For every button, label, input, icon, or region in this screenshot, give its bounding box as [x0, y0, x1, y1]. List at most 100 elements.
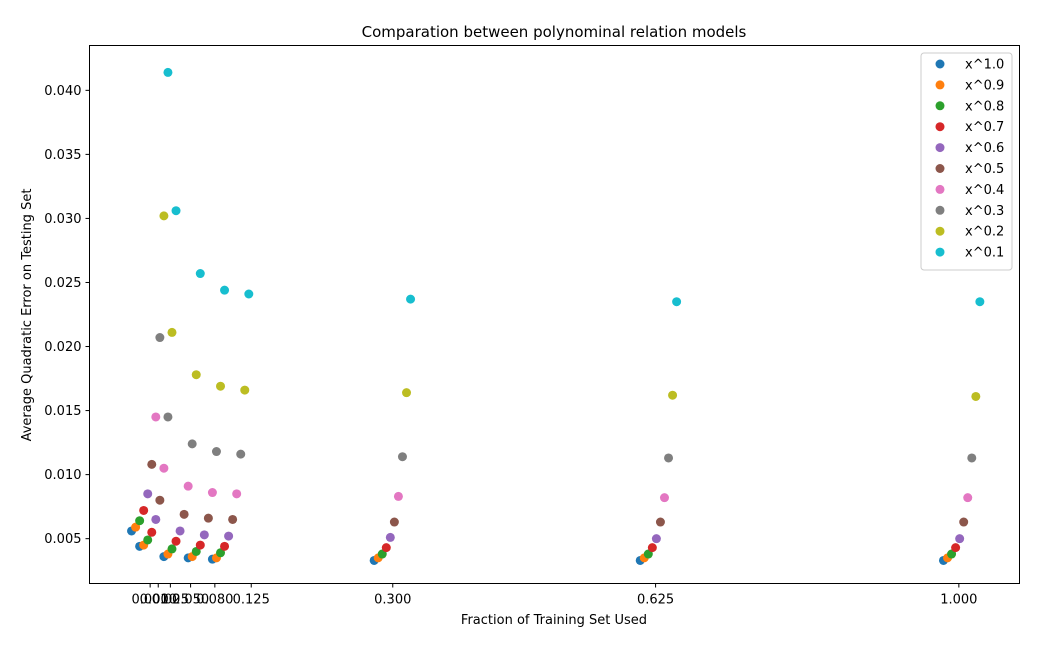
data-point-4-3 [199, 530, 209, 540]
y-tick-label-4: 0.025 [44, 276, 81, 291]
legend-label-9: x^0.1 [965, 246, 1004, 261]
data-point-9-0 [163, 67, 173, 77]
legend-marker-6 [935, 184, 945, 194]
x-tick-label-6: 0.300 [374, 593, 411, 608]
data-point-7-4 [236, 449, 246, 459]
y-axis: 0.005 0.010 0.015 0.020 0.025 0.030 0.035 0.040 [44, 84, 90, 547]
y-tick-label-3: 0.020 [44, 340, 81, 355]
data-point-8-4 [240, 385, 250, 395]
series-x^0.9 [131, 522, 953, 563]
data-point-5-6 [655, 517, 665, 527]
data-point-5-3 [203, 513, 213, 523]
axes-frame [89, 45, 1020, 584]
series-x^0.2 [159, 211, 981, 401]
data-point-8-6 [668, 390, 678, 400]
data-point-3-2 [171, 536, 181, 546]
x-tick-label-5: 0.125 [233, 593, 270, 608]
data-point-6-5 [393, 491, 403, 501]
data-point-3-6 [647, 543, 657, 553]
x-tick-label-3: 0.050 [172, 593, 209, 608]
legend-marker-4 [935, 143, 945, 153]
x-tick-label-8: 1.000 [940, 593, 977, 608]
data-point-4-6 [651, 534, 661, 544]
legend-marker-1 [935, 80, 945, 90]
legend-marker-7 [935, 205, 945, 215]
data-point-3-5 [381, 543, 391, 553]
data-point-4-4 [224, 531, 234, 541]
y-tick-label-7: 0.040 [44, 84, 81, 99]
series-x^0.4 [151, 412, 973, 503]
data-point-2-3 [191, 546, 201, 556]
x-axis-label: Fraction of Training Set Used [461, 613, 647, 628]
x-tick-label-2: 0.025 [152, 593, 189, 608]
legend-label-3: x^0.7 [965, 120, 1004, 135]
data-point-6-7 [963, 493, 973, 503]
data-point-7-0 [155, 333, 165, 343]
legend-marker-8 [935, 226, 945, 236]
data-point-4-1 [151, 514, 161, 524]
x-tick-label-0: 0.000 [132, 593, 169, 608]
chart-title: Comparation between polynominal relation… [362, 23, 747, 41]
data-point-5-2 [179, 509, 189, 519]
data-point-7-3 [211, 447, 221, 457]
data-point-6-6 [659, 493, 669, 503]
y-tick-label-5: 0.030 [44, 212, 81, 227]
data-point-5-0 [147, 459, 157, 469]
data-point-4-7 [955, 534, 965, 544]
data-point-8-2 [191, 370, 201, 380]
legend: x^1.0 x^0.9 x^0.8 x^0.7 x^0.6 x^0.5 x^0.4 x^0.3… [920, 52, 1013, 271]
data-point-7-7 [967, 453, 977, 463]
data-point-9-1 [171, 206, 181, 216]
legend-label-5: x^0.5 [965, 162, 1004, 177]
y-tick-label-0: 0.005 [44, 532, 81, 547]
series-x^0.6 [143, 489, 965, 544]
series-x^1.0 [127, 526, 948, 565]
data-point-9-2 [195, 269, 205, 279]
data-point-9-7 [975, 297, 985, 307]
data-point-8-7 [971, 391, 981, 401]
series-x^0.1 [163, 67, 985, 307]
data-point-8-1 [167, 327, 177, 337]
data-point-8-3 [216, 381, 226, 391]
x-tick-label-7: 0.625 [637, 593, 674, 608]
data-point-4-0 [143, 489, 153, 499]
data-point-8-0 [159, 211, 169, 221]
data-point-5-4 [228, 514, 238, 524]
legend-marker-0 [935, 59, 945, 69]
data-point-9-5 [406, 294, 416, 304]
data-point-3-0 [139, 505, 149, 515]
data-point-2-2 [167, 544, 177, 554]
data-point-9-4 [244, 289, 254, 299]
y-tick-label-6: 0.035 [44, 148, 81, 163]
data-point-9-3 [220, 285, 230, 295]
series-x^0.8 [135, 516, 957, 559]
series-x^0.5 [147, 459, 969, 527]
data-point-3-1 [147, 527, 157, 537]
legend-label-1: x^0.9 [965, 78, 1004, 93]
legend-label-2: x^0.8 [965, 99, 1004, 114]
y-tick-label-1: 0.010 [44, 468, 81, 483]
data-point-2-1 [143, 535, 153, 545]
legend-label-4: x^0.6 [965, 141, 1004, 156]
series-x^0.3 [155, 333, 977, 463]
y-axis-label: Average Quadratic Error on Testing Set [20, 189, 35, 442]
data-point-6-1 [159, 463, 169, 473]
data-point-9-6 [672, 297, 682, 307]
data-point-5-5 [389, 517, 399, 527]
data-point-4-5 [385, 532, 395, 542]
data-point-4-2 [175, 526, 185, 536]
series-x^0.7 [139, 505, 961, 553]
x-tick-label-4: 0.080 [196, 593, 233, 608]
legend-marker-9 [935, 247, 945, 257]
data-point-6-4 [232, 489, 242, 499]
data-point-7-5 [397, 452, 407, 462]
data-point-6-0 [151, 412, 161, 422]
x-tick-label-1: 0.010 [140, 593, 177, 608]
data-point-2-4 [216, 548, 226, 558]
data-point-3-7 [951, 543, 961, 553]
data-point-2-5 [377, 549, 387, 559]
data-point-6-3 [207, 488, 217, 498]
data-point-7-6 [664, 453, 674, 463]
